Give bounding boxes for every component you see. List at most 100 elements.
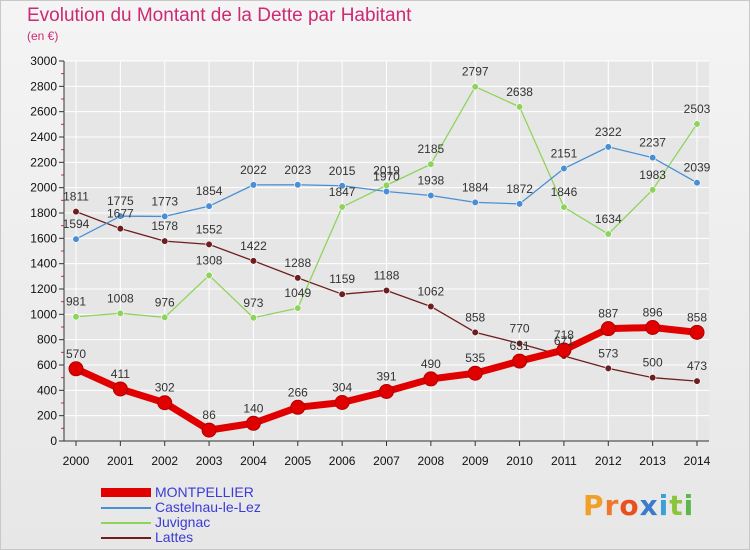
data-point-castelnau-le-lez [116,212,124,220]
data-label-montpellier: 858 [687,310,707,324]
data-label-juvignac: 1008 [107,291,134,305]
data-point-montpellier [512,353,528,369]
x-tick-label: 2003 [196,454,223,468]
y-tick-label: 1800 [30,206,57,220]
data-point-juvignac [560,203,568,211]
data-point-lattes [649,374,657,382]
y-tick-label: 1400 [30,257,57,271]
data-point-castelnau-le-lez [338,182,346,190]
data-point-juvignac [471,83,479,91]
data-label-lattes: 1188 [374,269,400,283]
x-tick-label: 2006 [329,454,356,468]
y-tick-label: 200 [37,409,57,423]
legend-item-montpellier: MONTPELLIER [101,485,261,500]
x-tick-label: 2008 [418,454,445,468]
data-point-montpellier [290,399,306,415]
data-label-castelnau-le-lez: 1773 [151,194,178,208]
data-label-montpellier: 302 [155,381,175,395]
legend-label-juvignac: Juvignac [155,514,211,530]
data-label-juvignac: 981 [66,295,86,309]
data-point-castelnau-le-lez [72,235,80,243]
data-point-montpellier [245,415,261,431]
data-point-montpellier [556,342,572,358]
data-point-castelnau-le-lez [205,202,213,210]
x-tick-label: 2012 [595,454,622,468]
data-label-juvignac: 973 [243,296,263,310]
data-point-castelnau-le-lez [161,212,169,221]
data-label-montpellier: 535 [465,351,485,365]
data-point-lattes [161,237,169,245]
data-label-lattes: 671 [554,334,574,348]
y-tick-label: 1600 [30,231,57,245]
data-point-castelnau-le-lez [693,179,701,187]
legend: MONTPELLIER Castelnau-le-Lez Juvignac La… [101,485,261,545]
legend-swatch-castelnau [101,506,151,509]
data-label-castelnau-le-lez: 2322 [595,125,622,139]
data-label-montpellier: 570 [66,347,86,361]
data-label-juvignac: 1847 [329,185,356,199]
y-tick-label: 800 [37,333,57,347]
y-tick-label: 2600 [30,105,57,119]
data-point-lattes [72,208,80,216]
data-point-montpellier [157,395,173,411]
data-label-lattes: 1422 [240,239,267,253]
data-label-castelnau-le-lez: 1970 [373,169,400,183]
data-point-montpellier [645,320,661,336]
data-point-montpellier [201,422,217,438]
data-label-montpellier: 140 [243,401,263,415]
data-point-montpellier [112,381,128,397]
data-label-montpellier: 490 [421,357,441,371]
y-tick-label: 600 [37,358,57,372]
data-label-castelnau-le-lez: 1594 [63,217,90,231]
data-point-lattes [338,290,346,298]
data-point-castelnau-le-lez [249,181,258,189]
data-point-lattes [294,274,302,282]
x-tick-label: 2010 [506,454,533,468]
data-label-lattes: 858 [465,310,485,324]
data-point-lattes [471,328,479,336]
data-label-lattes: 1062 [418,284,445,298]
x-tick-label: 2000 [63,454,90,468]
data-label-juvignac: 1846 [551,185,578,199]
data-point-castelnau-le-lez [649,154,657,162]
legend-item-juvignac: Juvignac [101,515,261,530]
data-label-lattes: 1677 [107,207,134,221]
data-point-juvignac [205,271,213,279]
data-label-juvignac: 2019 [373,163,400,177]
data-label-juvignac: 2185 [418,142,445,156]
data-point-lattes [116,224,124,233]
data-point-castelnau-le-lez [294,181,302,189]
data-label-juvignac: 2797 [462,65,489,79]
data-label-montpellier: 887 [598,307,618,321]
y-tick-label: 1000 [30,307,57,321]
data-point-castelnau-le-lez [382,187,391,196]
data-label-lattes: 473 [687,359,707,373]
data-label-castelnau-le-lez: 1854 [196,184,223,198]
data-label-juvignac: 2503 [684,102,711,116]
data-point-juvignac [693,120,701,128]
data-point-juvignac [116,309,124,317]
data-label-montpellier: 391 [376,369,396,383]
proxiti-logo: Proxiti [583,489,695,522]
data-label-lattes: 573 [598,346,618,360]
data-label-juvignac: 976 [155,295,175,309]
data-label-lattes: 1811 [63,190,89,204]
legend-swatch-montpellier [101,488,151,497]
data-label-juvignac: 1049 [284,286,311,300]
x-tick-label: 2001 [107,454,134,468]
data-label-castelnau-le-lez: 1872 [506,182,533,196]
chart-title: Evolution du Montant de la Dette par Hab… [27,5,412,26]
data-label-castelnau-le-lez: 2151 [551,147,578,161]
data-point-juvignac [161,313,169,321]
data-label-juvignac: 1983 [639,168,666,182]
y-tick-label: 2400 [30,130,57,144]
x-tick-label: 2004 [240,454,267,468]
data-point-lattes [205,240,213,249]
data-point-juvignac [338,203,346,211]
y-tick-label: 0 [50,434,57,448]
data-label-castelnau-le-lez: 1938 [418,174,445,188]
data-label-castelnau-le-lez: 2039 [684,161,711,175]
data-label-juvignac: 1634 [595,212,622,226]
data-label-lattes: 1288 [284,256,311,270]
data-point-montpellier [68,361,84,377]
